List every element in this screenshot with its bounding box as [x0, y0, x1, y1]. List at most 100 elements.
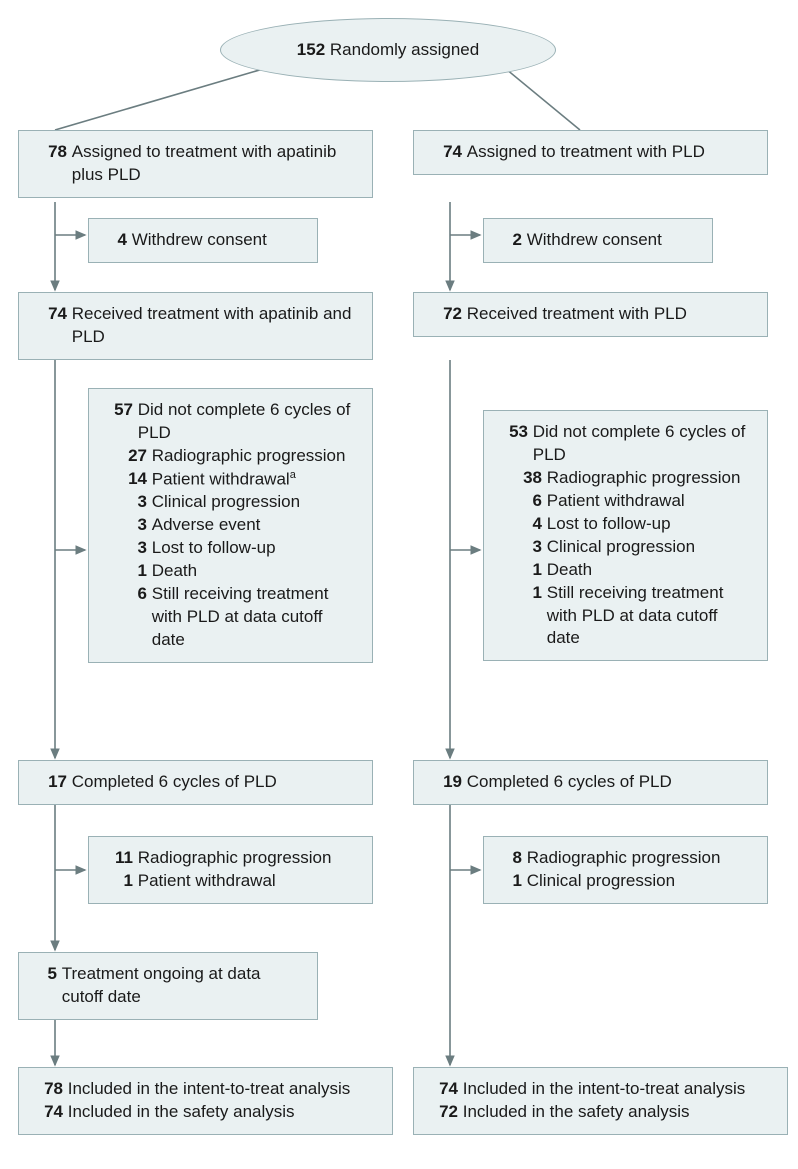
list-item: 1 Still receiving treatment with PLD at … [512, 582, 753, 651]
left-received: 74 Received treatment with apatinib and … [18, 292, 373, 360]
list-item: 4 Lost to follow-up [512, 513, 753, 536]
label: Patient withdrawal [138, 870, 358, 893]
footnote-marker: a [290, 469, 296, 481]
n: 1 [498, 870, 522, 893]
label: Lost to follow-up [152, 537, 358, 560]
label: Radiographic progression [547, 467, 753, 490]
n: 3 [117, 514, 147, 537]
label: Assigned to treatment with PLD [467, 141, 753, 164]
label: Death [547, 559, 753, 582]
label: Adverse event [152, 514, 358, 537]
list-item: 6 Patient withdrawal [512, 490, 753, 513]
left-withdrew: 4 Withdrew consent [88, 218, 318, 263]
n: 74 [33, 1101, 63, 1124]
n: 53 [498, 421, 528, 467]
n: 72 [428, 1101, 458, 1124]
n: 3 [117, 537, 147, 560]
right-final: 74 Included in the intent-to-treat analy… [413, 1067, 788, 1135]
list-item: 1 Clinical progression [498, 870, 753, 893]
n: 1 [103, 870, 133, 893]
right-assigned: 74 Assigned to treatment with PLD [413, 130, 768, 175]
label: Patient withdrawala [152, 468, 358, 492]
left-incomplete: 57 Did not complete 6 cycles of PLD 27 R… [88, 388, 373, 663]
label: Received treatment with apatinib and PLD [72, 303, 358, 349]
n: 78 [33, 141, 67, 187]
n: 1 [512, 559, 542, 582]
n: 17 [33, 771, 67, 794]
n: 11 [103, 847, 133, 870]
list-item: 1 Death [117, 560, 358, 583]
n: 4 [103, 229, 127, 252]
list-item: 8 Radiographic progression [498, 847, 753, 870]
list-item: 38 Radiographic progression [512, 467, 753, 490]
list-item: 3 Lost to follow-up [117, 537, 358, 560]
label: Did not complete 6 cycles of PLD [138, 399, 358, 445]
n: 1 [512, 582, 542, 651]
right-post: 8 Radiographic progression1 Clinical pro… [483, 836, 768, 904]
right-received: 72 Received treatment with PLD [413, 292, 768, 337]
n: 5 [33, 963, 57, 1009]
n: 6 [117, 583, 147, 652]
n: 57 [103, 399, 133, 445]
label: Radiographic progression [527, 847, 753, 870]
n: 14 [117, 468, 147, 492]
right-incomplete: 53 Did not complete 6 cycles of PLD 38 R… [483, 410, 768, 661]
label: Included in the safety analysis [463, 1101, 773, 1124]
list-item: 1 Patient withdrawal [103, 870, 358, 893]
label: Radiographic progression [152, 445, 358, 468]
n-randomized: 152 [297, 40, 325, 60]
label: Completed 6 cycles of PLD [72, 771, 358, 794]
left-final: 78 Included in the intent-to-treat analy… [18, 1067, 393, 1135]
list-item: 3 Clinical progression [117, 491, 358, 514]
label: Withdrew consent [132, 229, 303, 252]
label: Received treatment with PLD [467, 303, 753, 326]
list-item: 11 Radiographic progression [103, 847, 358, 870]
label: Radiographic progression [138, 847, 358, 870]
label: Withdrew consent [527, 229, 698, 252]
node-randomized: 152 Randomly assigned [220, 18, 556, 82]
n: 8 [498, 847, 522, 870]
label: Included in the safety analysis [68, 1101, 378, 1124]
label: Assigned to treatment with apatinib plus… [72, 141, 358, 187]
label: Included in the intent-to-treat analysis [463, 1078, 773, 1101]
n: 74 [33, 303, 67, 349]
label-randomized: Randomly assigned [330, 40, 479, 59]
n: 78 [33, 1078, 63, 1101]
label: Included in the intent-to-treat analysis [68, 1078, 378, 1101]
label: Treatment ongoing at data cutoff date [62, 963, 303, 1009]
label: Patient withdrawal [547, 490, 753, 513]
n: 72 [428, 303, 462, 326]
list-item: 27 Radiographic progression [117, 445, 358, 468]
n: 27 [117, 445, 147, 468]
label: Still receiving treatment with PLD at da… [152, 583, 358, 652]
label: Lost to follow-up [547, 513, 753, 536]
label: Did not complete 6 cycles of PLD [533, 421, 753, 467]
right-completed: 19 Completed 6 cycles of PLD [413, 760, 768, 805]
right-withdrew: 2 Withdrew consent [483, 218, 713, 263]
n: 74 [428, 141, 462, 164]
list-item: 6 Still receiving treatment with PLD at … [117, 583, 358, 652]
label: Still receiving treatment with PLD at da… [547, 582, 753, 651]
label: Death [152, 560, 358, 583]
left-ongoing: 5 Treatment ongoing at data cutoff date [18, 952, 318, 1020]
label: Completed 6 cycles of PLD [467, 771, 753, 794]
consort-flowchart: 152 Randomly assigned 78 Assigned to tre… [10, 10, 788, 1159]
left-completed: 17 Completed 6 cycles of PLD [18, 760, 373, 805]
n: 4 [512, 513, 542, 536]
label: Clinical progression [152, 491, 358, 514]
n: 6 [512, 490, 542, 513]
n: 74 [428, 1078, 458, 1101]
n: 2 [498, 229, 522, 252]
list-item: 14 Patient withdrawala [117, 468, 358, 492]
label: Clinical progression [547, 536, 753, 559]
list-item: 1 Death [512, 559, 753, 582]
list-item: 3 Clinical progression [512, 536, 753, 559]
n: 3 [117, 491, 147, 514]
n: 19 [428, 771, 462, 794]
n: 38 [512, 467, 542, 490]
list-item: 3 Adverse event [117, 514, 358, 537]
left-assigned: 78 Assigned to treatment with apatinib p… [18, 130, 373, 198]
left-post: 11 Radiographic progression1 Patient wit… [88, 836, 373, 904]
label: Clinical progression [527, 870, 753, 893]
n: 3 [512, 536, 542, 559]
